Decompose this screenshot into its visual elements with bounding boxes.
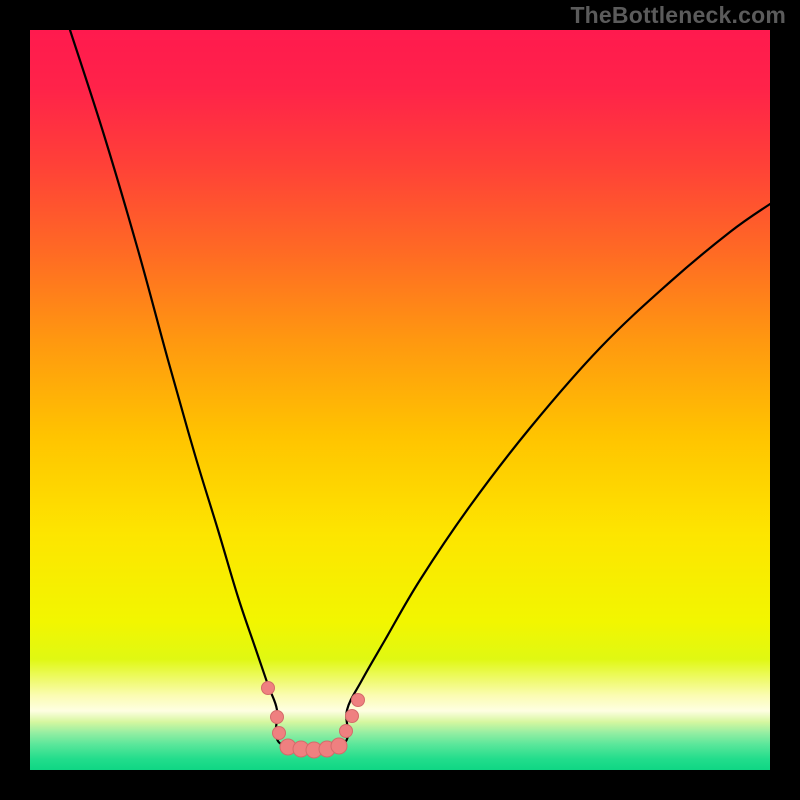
scatter-dot (346, 710, 359, 723)
scatter-dot (273, 727, 286, 740)
watermark-text: TheBottleneck.com (570, 2, 786, 29)
scatter-dot (340, 725, 353, 738)
chart-stage: TheBottleneck.com (0, 0, 800, 800)
scatter-dot (352, 694, 365, 707)
scatter-dot (262, 682, 275, 695)
plot-gradient-bg (30, 30, 770, 770)
chart-svg (0, 0, 800, 800)
scatter-dot (331, 738, 347, 754)
scatter-dot (271, 711, 284, 724)
